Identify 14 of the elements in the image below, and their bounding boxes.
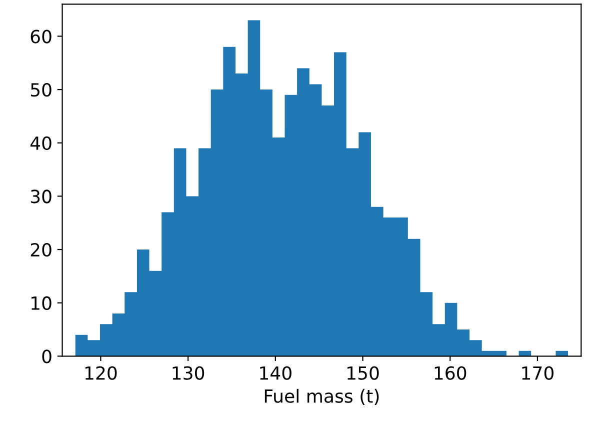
x-tick-label: 160 [434, 366, 466, 380]
y-tick-label: 30 [30, 190, 52, 204]
y-tick-label: 0 [42, 350, 52, 364]
x-tick-label: 130 [172, 366, 204, 380]
x-tick-label: 170 [522, 366, 554, 380]
x-tick-label: 150 [348, 366, 379, 380]
y-tick-label: 20 [30, 242, 52, 257]
x-tick-label: 120 [85, 366, 117, 380]
x-axis-title: Fuel mass (t) [264, 388, 379, 406]
y-tick-label: 50 [30, 83, 52, 97]
x-tick-label: 140 [260, 366, 292, 380]
y-tick-label: 10 [32, 296, 52, 310]
y-tick-label: 60 [30, 30, 52, 44]
y-tick-label: 40 [30, 136, 52, 150]
